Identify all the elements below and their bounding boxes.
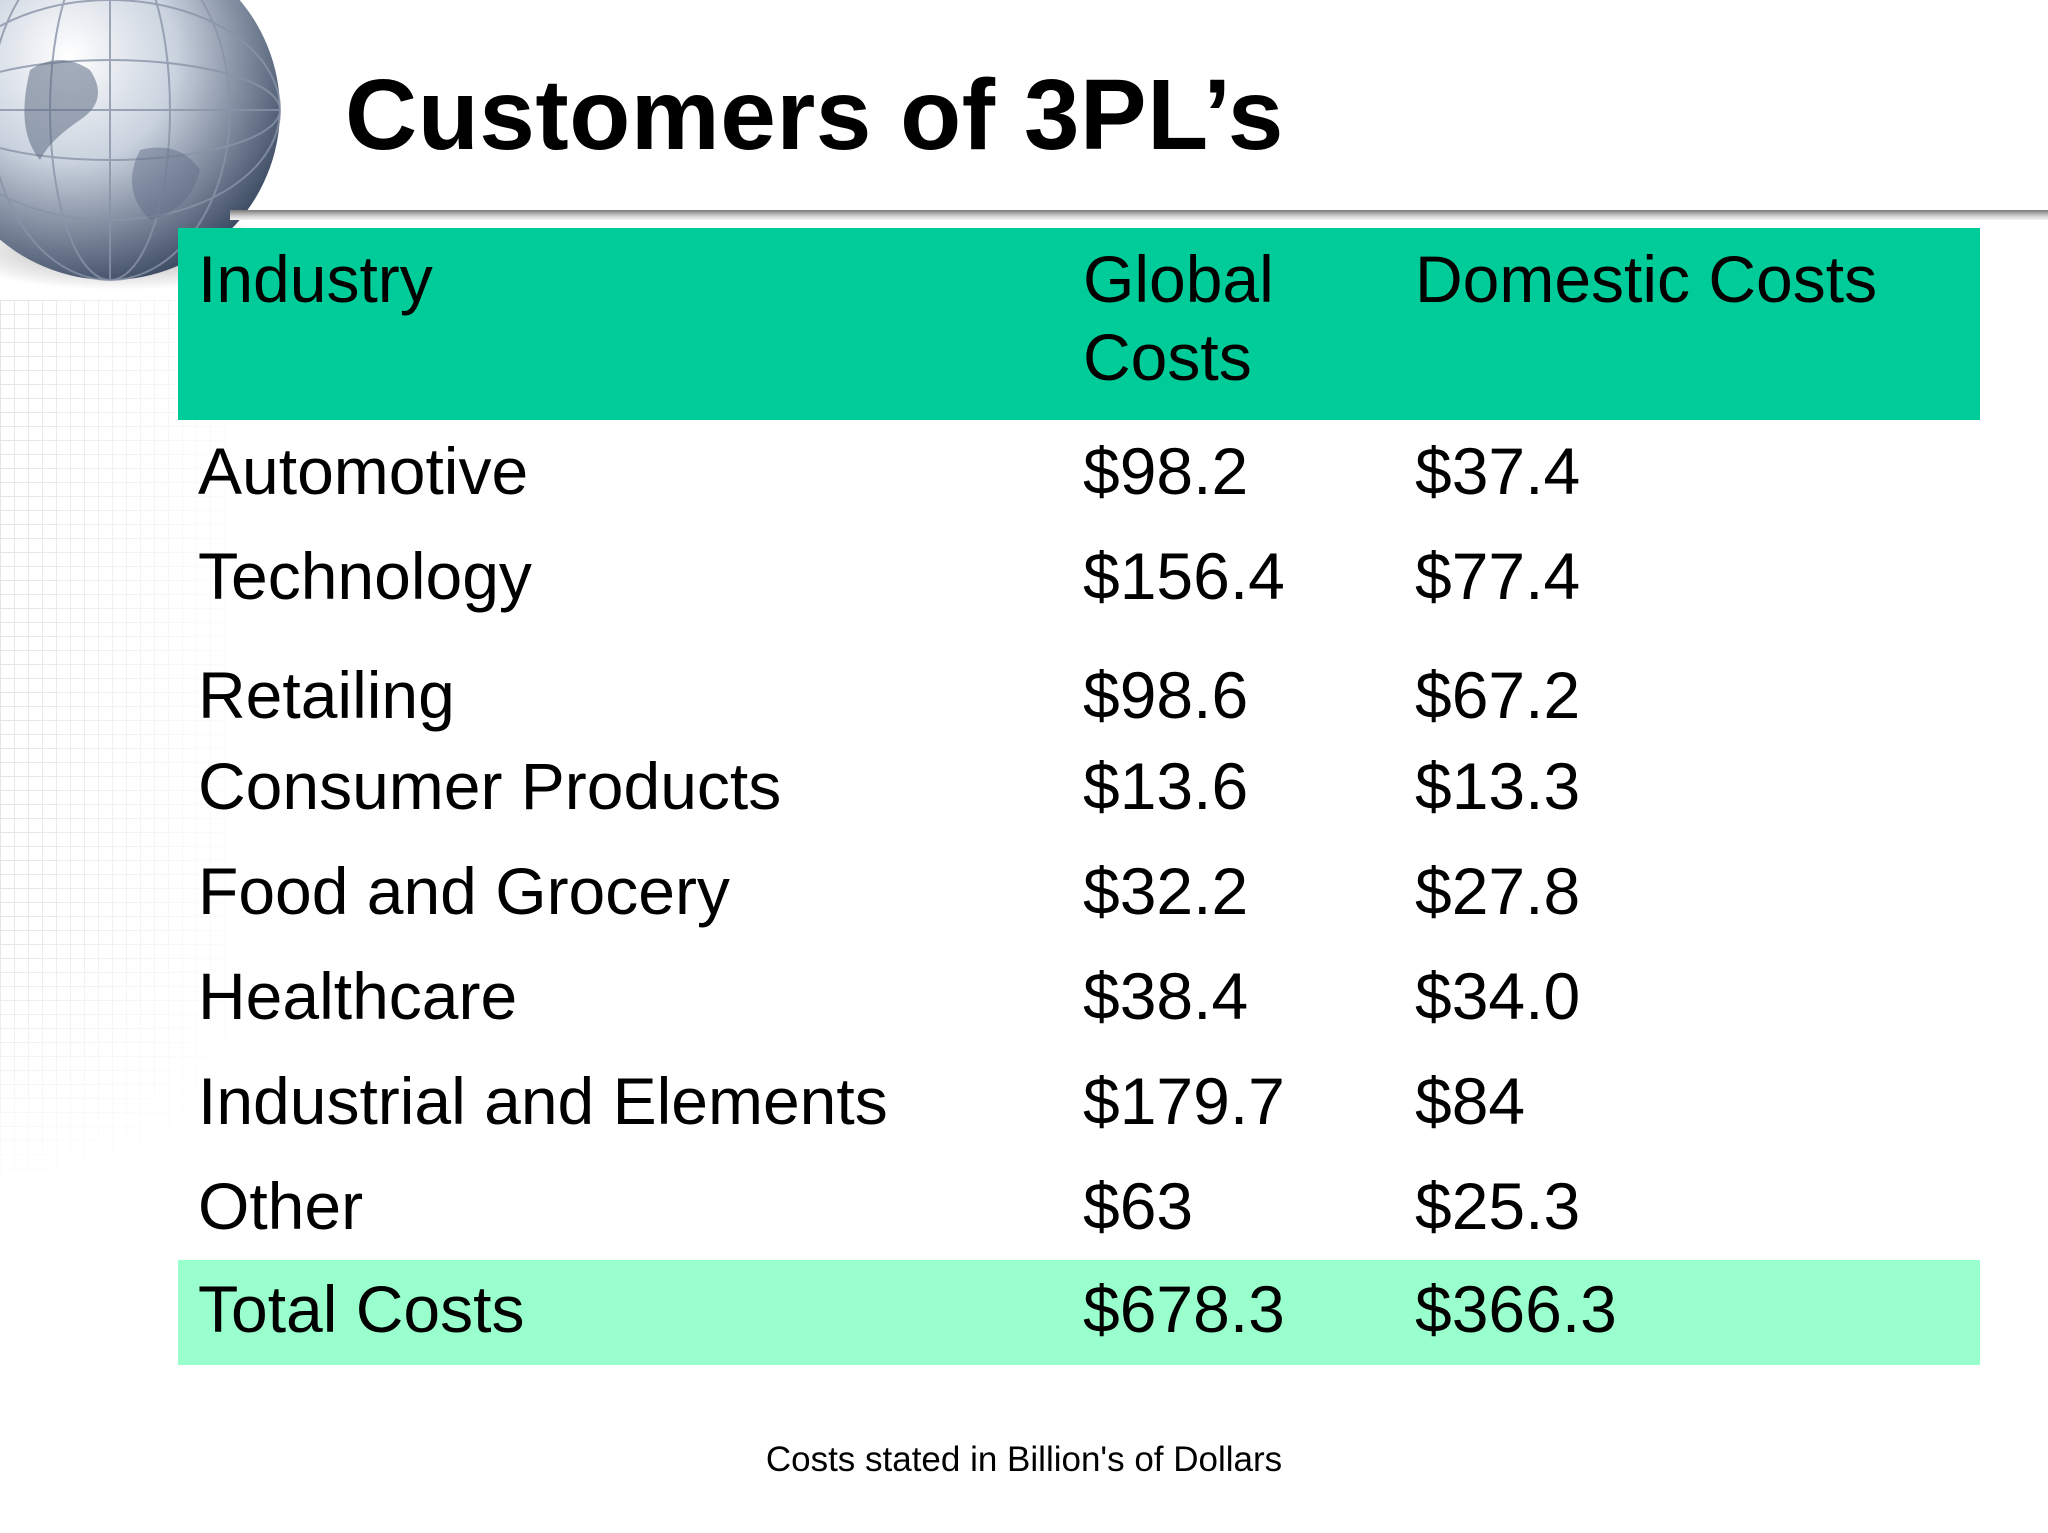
industry-cell: Technology bbox=[198, 539, 532, 613]
header-industry: Industry bbox=[198, 242, 433, 316]
global-cost-cell: $98.2 bbox=[1083, 434, 1249, 508]
industry-cell: Industrial and Elements bbox=[198, 1064, 888, 1138]
total-domestic-cost-cell: $366.3 bbox=[1415, 1272, 1617, 1346]
global-cost-cell: $63 bbox=[1083, 1169, 1194, 1243]
total-row: Total Costs $678.3 $366.3 bbox=[178, 1260, 1980, 1365]
domestic-cost-cell: $77.4 bbox=[1415, 539, 1581, 613]
table-row: Retailing $98.6 $67.2 bbox=[178, 630, 1980, 735]
table-row: Automotive $98.2 $37.4 bbox=[178, 420, 1980, 525]
global-cost-cell: $38.4 bbox=[1083, 959, 1249, 1033]
domestic-cost-cell: $25.3 bbox=[1415, 1169, 1581, 1243]
grid-pattern-fade bbox=[0, 300, 260, 1200]
industry-cell: Retailing bbox=[198, 658, 455, 732]
table-row: Other $63 $25.3 bbox=[178, 1155, 1980, 1260]
slide-title: Customers of 3PL’s bbox=[345, 59, 1284, 171]
header-domestic-costs: Domestic Costs bbox=[1415, 242, 1878, 316]
domestic-cost-cell: $13.3 bbox=[1415, 749, 1581, 823]
industry-cell: Healthcare bbox=[198, 959, 518, 1033]
industry-cell: Food and Grocery bbox=[198, 854, 730, 928]
table-row: Healthcare $38.4 $34.0 bbox=[178, 945, 1980, 1050]
domestic-cost-cell: $34.0 bbox=[1415, 959, 1581, 1033]
table-row: Consumer Products $13.6 $13.3 bbox=[178, 735, 1980, 840]
global-cost-cell: $32.2 bbox=[1083, 854, 1249, 928]
domestic-cost-cell: $37.4 bbox=[1415, 434, 1581, 508]
globe-icon bbox=[0, 0, 290, 290]
industry-cell: Automotive bbox=[198, 434, 529, 508]
domestic-cost-cell: $27.8 bbox=[1415, 854, 1581, 928]
global-cost-cell: $156.4 bbox=[1083, 539, 1285, 613]
total-global-cost-cell: $678.3 bbox=[1083, 1272, 1285, 1346]
table-header-row: Industry Global Costs Domestic Costs bbox=[178, 228, 1980, 420]
table-row: Technology $156.4 $77.4 bbox=[178, 525, 1980, 630]
footnote: Costs stated in Billion's of Dollars bbox=[765, 1440, 1283, 1479]
domestic-cost-cell: $84 bbox=[1415, 1064, 1526, 1138]
table-row: Food and Grocery $32.2 $27.8 bbox=[178, 840, 1980, 945]
total-label-cell: Total Costs bbox=[198, 1272, 525, 1346]
header-divider-line bbox=[230, 210, 2048, 220]
table-row: Industrial and Elements $179.7 $84 bbox=[178, 1050, 1980, 1155]
industry-cell: Other bbox=[198, 1169, 364, 1243]
domestic-cost-cell: $67.2 bbox=[1415, 658, 1581, 732]
industry-costs-table: Industry Global Costs Domestic Costs Aut… bbox=[178, 228, 1980, 1365]
global-cost-cell: $13.6 bbox=[1083, 749, 1249, 823]
header-global-costs: Global Costs bbox=[1083, 242, 1274, 394]
industry-cell: Consumer Products bbox=[198, 749, 782, 823]
global-cost-cell: $179.7 bbox=[1083, 1064, 1285, 1138]
global-cost-cell: $98.6 bbox=[1083, 658, 1249, 732]
